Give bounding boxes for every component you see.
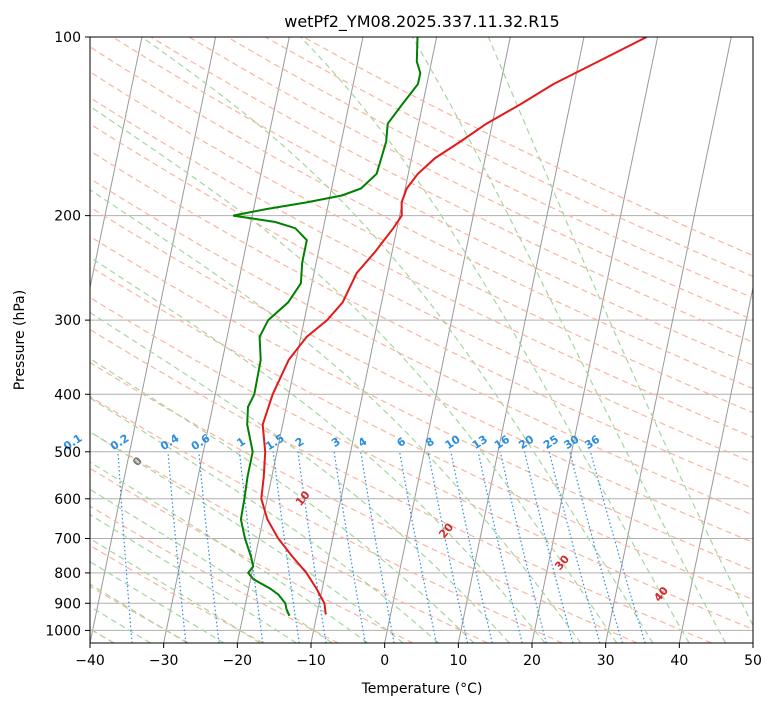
moist-adiabat-line xyxy=(141,37,654,643)
dry-adiabat-line xyxy=(90,361,638,643)
y-axis-label: Pressure (hPa) xyxy=(12,290,28,390)
x-tick-label: −20 xyxy=(223,653,253,669)
y-tick-label: 1000 xyxy=(45,623,81,639)
isotherm-line xyxy=(678,285,753,643)
x-tick-label: 30 xyxy=(597,653,615,669)
dry-adiabat-line xyxy=(90,96,753,438)
moist-adiabat-line xyxy=(90,105,618,643)
x-tick-label: 20 xyxy=(523,653,541,669)
moist-adiabat-line xyxy=(90,537,261,643)
dry-adiabat-line xyxy=(226,37,753,299)
mixing-ratio-line xyxy=(589,451,646,643)
x-tick-label: 50 xyxy=(744,653,762,669)
moist-adiabat-line xyxy=(90,189,582,643)
y-tick-label: 800 xyxy=(54,566,81,582)
mixing-ratio-line xyxy=(167,451,187,643)
dry-adiabat-line xyxy=(90,150,753,490)
mixing-ratio-line xyxy=(450,451,493,643)
moist-adiabat-line xyxy=(90,397,439,643)
temperature-profile xyxy=(260,37,648,615)
x-tick-label: 0 xyxy=(380,653,389,669)
y-axis: 100 200 300 400 500 600 700 800 900 1000 xyxy=(45,30,90,639)
dry-adiabat-line xyxy=(90,235,753,572)
moist-adiabat-line xyxy=(90,560,225,643)
isotherm-line xyxy=(384,37,511,643)
x-axis-label: Temperature (°C) xyxy=(361,681,483,697)
isotherm-line xyxy=(90,37,143,291)
mixing-ratio-line xyxy=(117,451,133,643)
dry-adiabat-line xyxy=(90,265,753,601)
mixing-ratio-line xyxy=(499,451,547,643)
x-tick-label: 10 xyxy=(449,653,467,669)
isobar-grid xyxy=(90,37,753,631)
sounding-curves xyxy=(232,37,648,617)
mixing-ratio-line xyxy=(524,451,574,643)
moist-adiabats xyxy=(90,37,753,643)
dry-adiabat-line xyxy=(90,505,339,643)
y-tick-label: 200 xyxy=(54,209,81,225)
isotherm-line xyxy=(163,37,290,643)
y-tick-label: 700 xyxy=(54,532,81,548)
moist-adiabat-line xyxy=(90,256,546,643)
x-tick-label: −10 xyxy=(296,653,326,669)
mixing-ratio-line xyxy=(272,451,300,643)
dry-adiabat-line xyxy=(90,296,753,630)
y-tick-label: 900 xyxy=(54,596,81,612)
isotherm-grid xyxy=(90,37,753,643)
mixing-ratio-line xyxy=(427,451,469,643)
x-axis: −40 −30 −20 −10 0 10 20 30 40 50 xyxy=(75,643,762,669)
mixing-ratio-line xyxy=(569,451,623,643)
isotherm-line xyxy=(236,37,364,643)
mixing-ratio-line xyxy=(399,451,437,643)
dry-adiabat-line xyxy=(90,206,753,544)
chart-title: wetPf2_YM08.2025.337.11.32.R15 xyxy=(284,12,559,32)
moist-adiabat-line xyxy=(411,37,727,643)
dry-adiabat-line xyxy=(90,395,563,643)
isotherm-line xyxy=(457,37,585,643)
moist-adiabat-line xyxy=(90,461,369,643)
dry-adiabat-line xyxy=(90,177,753,516)
isotherm-line xyxy=(605,37,732,643)
dry-adiabat-line xyxy=(90,123,753,464)
mixing-ratio-line xyxy=(477,451,523,643)
moist-adiabat-line xyxy=(487,37,753,627)
moist-adiabat-line xyxy=(90,357,475,643)
y-tick-label: 500 xyxy=(54,445,81,461)
mixing-ratio-line xyxy=(198,451,220,643)
moist-adiabat-line xyxy=(90,311,510,643)
x-tick-label: −40 xyxy=(75,653,105,669)
moist-adiabat-line xyxy=(90,488,333,643)
moist-adiabat-line xyxy=(90,431,404,643)
dry-adiabat-line xyxy=(112,37,753,366)
dry-adiabats xyxy=(90,37,753,643)
mixing-ratio-line xyxy=(548,451,601,643)
moist-adiabat-line xyxy=(90,583,188,643)
isotherm-line xyxy=(90,37,217,643)
dry-adiabat-line xyxy=(90,328,712,643)
dry-adiabat-line xyxy=(90,585,190,643)
y-tick-label: 600 xyxy=(54,492,81,508)
dry-adiabat-line xyxy=(188,37,753,321)
x-tick-label: 40 xyxy=(670,653,688,669)
y-tick-label: 400 xyxy=(54,387,81,403)
dry-adiabat-line xyxy=(90,46,753,390)
plot-frame xyxy=(89,36,754,644)
dewpoint-profile xyxy=(232,37,422,617)
y-tick-label: 300 xyxy=(54,313,81,329)
dry-adiabat-line xyxy=(90,467,414,643)
y-tick-label: 100 xyxy=(54,30,81,46)
x-tick-label: −30 xyxy=(149,653,179,669)
plot-area xyxy=(90,37,753,643)
